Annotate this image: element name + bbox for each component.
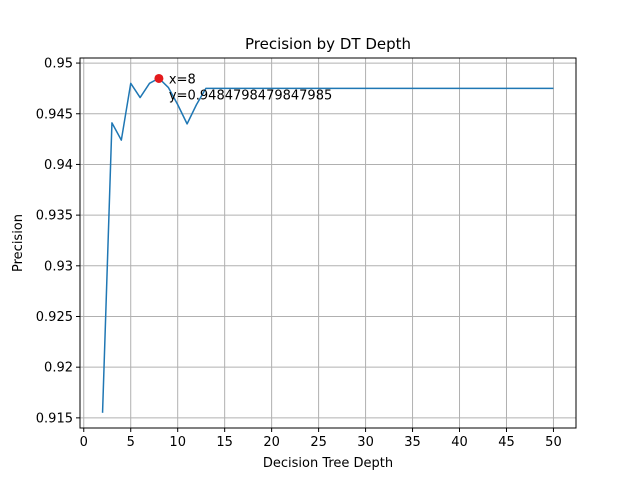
series-line-0	[101, 77, 554, 413]
x-tick-label: 45	[498, 435, 515, 450]
series-layer	[101, 77, 554, 413]
x-tick-label: 20	[263, 435, 280, 450]
y-axis-ticks: 0.915 0.92 0.925 0.93 0.935 0.94 0.945 0.95	[36, 57, 80, 426]
x-axis-label: Decision Tree Depth	[263, 456, 393, 471]
y-tick-label: 0.935	[36, 209, 73, 224]
plot-area-frame	[79, 57, 577, 429]
y-tick-label: 0.925	[36, 310, 73, 325]
highlight-point	[154, 73, 164, 83]
y-axis-label: Precision	[11, 214, 26, 272]
y-tick-label: 0.92	[44, 361, 73, 376]
y-tick-label: 0.94	[44, 158, 73, 173]
x-tick-label: 35	[404, 435, 421, 450]
highlight-y-label: y=0.9484798479847985	[169, 88, 332, 103]
y-tick-label: 0.915	[36, 411, 73, 426]
x-tick-label: 15	[216, 435, 233, 450]
x-tick-label: 5	[127, 435, 135, 450]
x-tick-label: 30	[357, 435, 374, 450]
highlight-x-label: x=8	[169, 72, 196, 87]
x-tick-label: 40	[451, 435, 468, 450]
grid-layer	[80, 58, 576, 428]
y-tick-label: 0.93	[44, 259, 73, 274]
x-tick-label: 25	[310, 435, 327, 450]
x-tick-label: 50	[545, 435, 562, 450]
annotation-layer: x=8 y=0.9484798479847985	[154, 72, 332, 103]
x-axis-ticks: 0 5 10 15 20 25 30 35 40 45 50	[80, 428, 562, 450]
x-tick-label: 0	[80, 435, 88, 450]
y-tick-label: 0.945	[36, 107, 73, 122]
x-tick-label: 10	[169, 435, 186, 450]
y-tick-label: 0.95	[44, 57, 73, 72]
chart-title: Precision by DT Depth	[245, 35, 411, 53]
